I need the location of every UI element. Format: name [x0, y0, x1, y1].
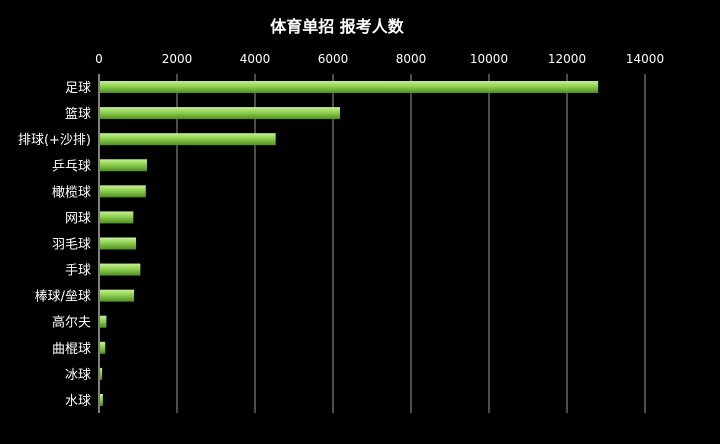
bar	[100, 341, 106, 354]
x-tick-label: 12000	[548, 52, 586, 66]
x-tick-label: 14000	[626, 52, 664, 66]
bar	[100, 211, 134, 224]
x-tick-label: 8000	[396, 52, 427, 66]
bar	[100, 237, 137, 250]
chart-title: 体育单招 报考人数	[270, 17, 405, 36]
x-tick-label: 0	[95, 52, 103, 66]
bar	[100, 315, 107, 328]
x-tick-label: 4000	[240, 52, 271, 66]
bars	[100, 81, 599, 406]
category-label: 手球	[65, 264, 91, 279]
x-tick-label: 2000	[162, 52, 193, 66]
category-label: 排球(+沙排)	[18, 133, 91, 148]
bar	[100, 133, 276, 146]
category-label: 羽毛球	[52, 238, 91, 253]
bar	[100, 185, 146, 198]
gridlines	[98, 74, 646, 413]
bar	[100, 289, 135, 302]
category-label: 乒乓球	[52, 159, 91, 174]
category-label: 曲棍球	[52, 342, 91, 357]
category-label: 冰球	[65, 368, 91, 383]
category-label: 高尔夫	[52, 315, 91, 331]
x-axis-ticks: 0 2000 4000 6000 8000 10000 12000 14000	[95, 52, 664, 66]
bar	[100, 159, 147, 172]
x-tick-label: 6000	[318, 52, 349, 66]
category-label: 网球	[65, 211, 91, 226]
category-label: 橄榄球	[52, 184, 91, 200]
category-label: 水球	[65, 394, 91, 409]
bar	[100, 367, 103, 380]
bar	[100, 393, 103, 406]
x-tick-label: 10000	[470, 52, 508, 66]
bar	[100, 263, 141, 276]
bar	[100, 81, 599, 94]
category-label: 足球	[65, 81, 91, 96]
bar	[100, 107, 341, 120]
category-label: 篮球	[65, 107, 91, 122]
category-label: 棒球/垒球	[35, 290, 91, 305]
